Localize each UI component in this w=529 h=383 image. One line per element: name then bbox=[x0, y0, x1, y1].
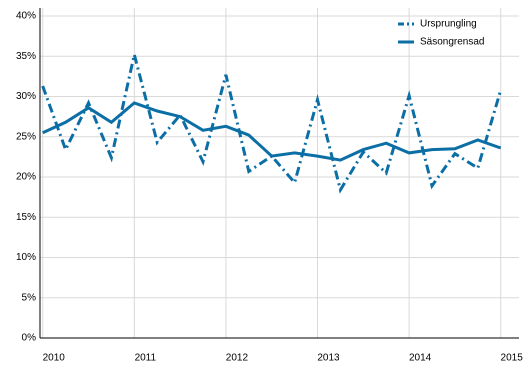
x-tick-label: 2011 bbox=[135, 353, 157, 364]
data-line bbox=[42, 101, 502, 162]
x-tick-label: 2014 bbox=[409, 353, 432, 364]
x-tick-label: 2015 bbox=[501, 353, 524, 364]
y-tick-label: 40% bbox=[16, 11, 36, 22]
y-tick-label: 0% bbox=[22, 333, 37, 344]
y-tick-label: 30% bbox=[16, 91, 36, 102]
legend-label: Ursprungling bbox=[420, 19, 477, 30]
y-tick-label: 20% bbox=[16, 172, 36, 183]
legend-label: Säsongrensad bbox=[420, 37, 485, 48]
y-tick-label: 25% bbox=[16, 131, 36, 142]
y-tick-label: 10% bbox=[16, 252, 36, 263]
y-tick-label: 15% bbox=[16, 212, 36, 223]
y-tick-label: 5% bbox=[22, 292, 37, 303]
y-tick-label: 35% bbox=[16, 51, 36, 62]
x-tick-label: 2012 bbox=[226, 353, 249, 364]
x-tick-label: 2010 bbox=[43, 353, 66, 364]
x-tick-label: 2013 bbox=[317, 353, 340, 364]
